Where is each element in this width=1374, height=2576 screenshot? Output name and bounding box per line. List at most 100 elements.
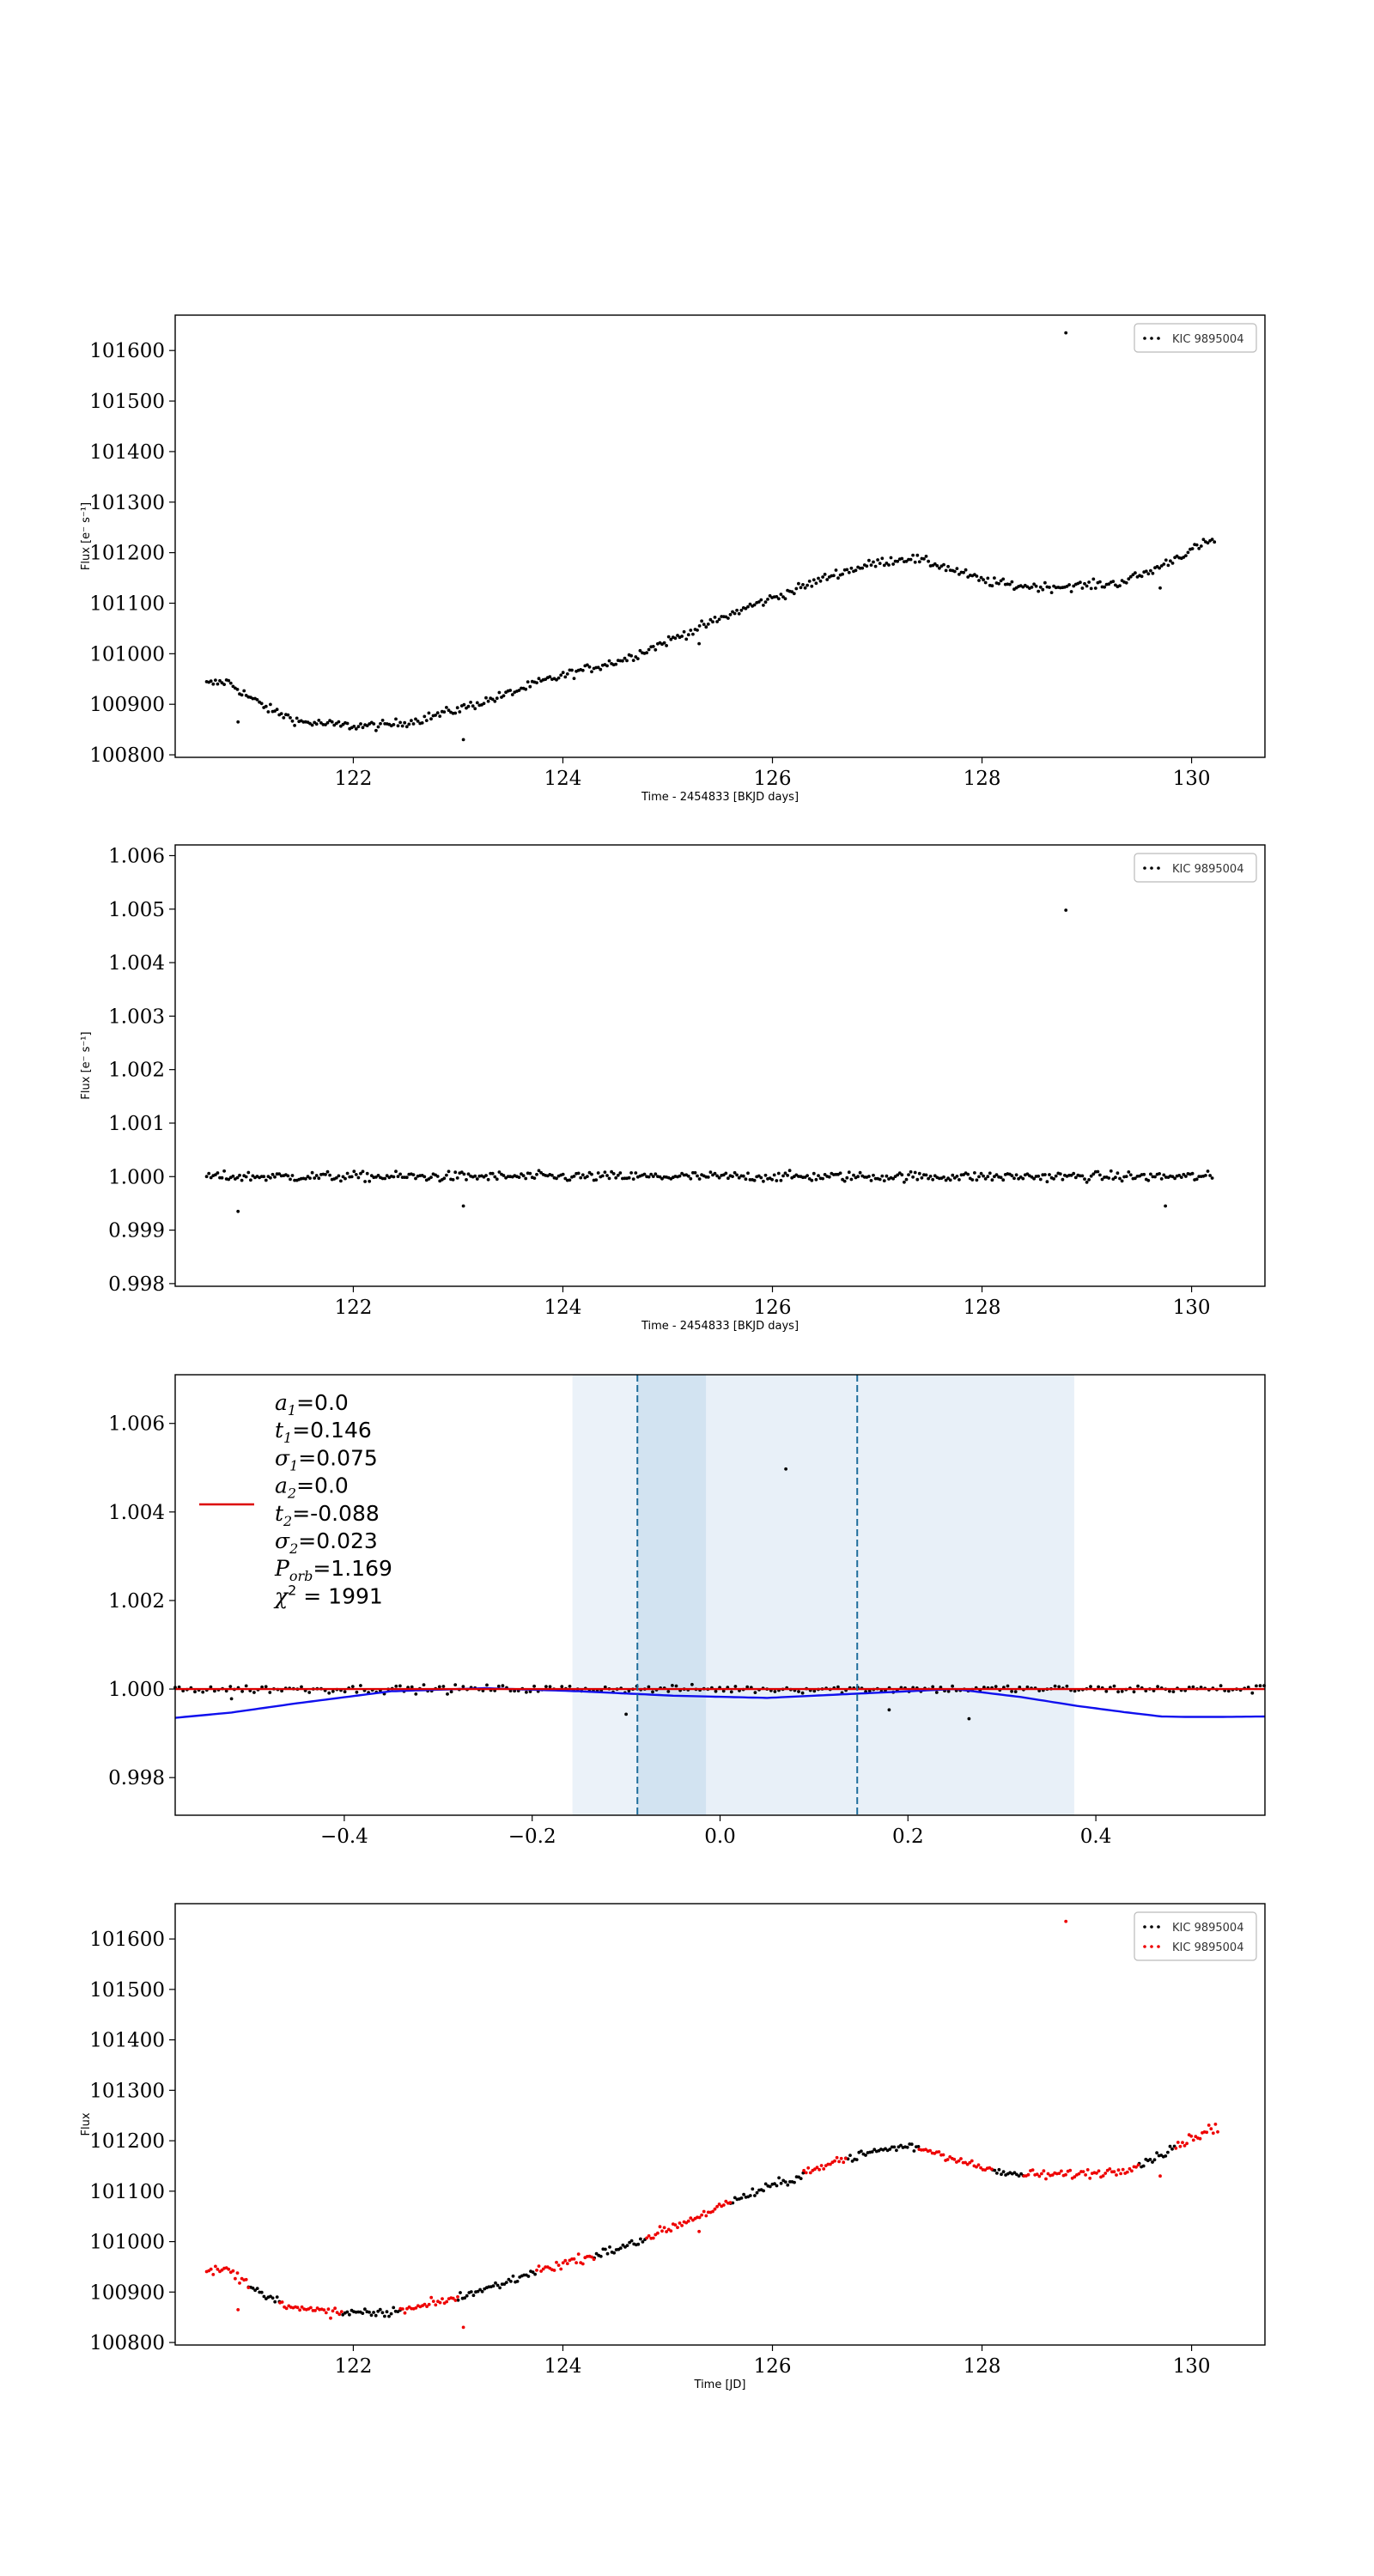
data-point xyxy=(356,1176,361,1180)
data-point xyxy=(927,559,930,563)
data-point xyxy=(801,583,805,586)
data-point xyxy=(759,1176,763,1180)
data-point xyxy=(775,1179,779,1182)
data-point xyxy=(1186,550,1190,555)
y-tick-label: 1.006 xyxy=(108,1413,165,1436)
data-point xyxy=(502,694,506,698)
data-point xyxy=(1001,1178,1006,1182)
data-point xyxy=(1116,1171,1120,1176)
data-point xyxy=(555,1176,558,1181)
data-point xyxy=(407,722,411,726)
y-tick-label: 101500 xyxy=(89,391,165,413)
data-point xyxy=(269,1176,272,1180)
data-point xyxy=(999,579,1003,583)
data-point xyxy=(1182,1172,1186,1176)
data-point xyxy=(1087,1178,1091,1182)
legend-marker xyxy=(1150,337,1153,340)
data-point xyxy=(878,562,882,565)
data-point xyxy=(818,2167,821,2172)
data-point xyxy=(829,2162,832,2166)
data-point xyxy=(975,2165,978,2169)
data-point xyxy=(548,1685,552,1689)
data-point xyxy=(892,2145,897,2149)
parameter-subscript: 1 xyxy=(288,1402,296,1419)
data-point xyxy=(803,586,807,590)
x-tick-label: 126 xyxy=(754,768,792,790)
x-tick-label: 130 xyxy=(1173,2355,1211,2378)
data-point xyxy=(581,668,585,672)
data-point xyxy=(497,1170,502,1174)
data-point xyxy=(369,2313,374,2318)
data-point xyxy=(507,2277,511,2281)
data-point xyxy=(737,1176,741,1180)
data-point xyxy=(779,1178,783,1182)
data-point xyxy=(1125,2170,1129,2174)
data-point xyxy=(651,2236,655,2240)
data-point xyxy=(277,1172,282,1176)
data-point xyxy=(590,670,593,674)
data-point xyxy=(885,562,889,565)
data-point xyxy=(594,2251,599,2256)
data-point xyxy=(623,656,627,660)
y-tick-label: 101300 xyxy=(89,492,165,514)
data-point xyxy=(995,2172,999,2175)
data-point xyxy=(376,2309,380,2313)
data-point xyxy=(1064,2172,1067,2177)
data-point xyxy=(259,2290,264,2294)
data-point xyxy=(610,1170,613,1174)
data-point xyxy=(227,1177,231,1182)
data-point xyxy=(334,721,338,726)
data-point xyxy=(1010,1174,1014,1178)
data-point xyxy=(244,1175,248,1179)
data-point xyxy=(575,2261,578,2265)
data-point xyxy=(804,2171,808,2175)
data-point xyxy=(344,1176,347,1181)
data-point xyxy=(887,563,891,567)
data-point xyxy=(689,1176,693,1181)
parameter-subscript: 2 xyxy=(287,1485,296,1502)
data-point xyxy=(957,2159,961,2163)
panel-1-legend: KIC 9895004 xyxy=(1134,323,1257,353)
data-point xyxy=(216,1171,220,1175)
data-point xyxy=(915,553,920,557)
data-point xyxy=(1019,2172,1023,2176)
data-point xyxy=(986,1175,990,1179)
data-point xyxy=(762,2189,765,2193)
data-point xyxy=(1213,540,1217,544)
data-point xyxy=(504,2281,508,2285)
data-point xyxy=(331,2309,335,2313)
data-point xyxy=(822,2167,826,2171)
data-point xyxy=(469,701,472,704)
data-point xyxy=(495,696,499,701)
data-point xyxy=(363,1180,367,1183)
data-point xyxy=(231,1174,235,1178)
data-point xyxy=(424,719,429,722)
data-point xyxy=(260,1685,264,1689)
data-point xyxy=(1041,587,1045,592)
data-point xyxy=(561,2261,565,2265)
data-point xyxy=(309,2306,313,2310)
data-point xyxy=(380,2311,385,2315)
data-point xyxy=(1057,2172,1061,2176)
data-point xyxy=(647,1175,651,1179)
data-point xyxy=(713,2207,717,2211)
data-point xyxy=(563,675,568,679)
data-point xyxy=(1191,2138,1195,2142)
y-tick-label: 0.998 xyxy=(108,1273,165,1296)
data-point xyxy=(787,1169,792,1173)
data-point xyxy=(445,2300,449,2304)
data-point xyxy=(739,2196,744,2200)
data-point xyxy=(888,2148,892,2151)
data-point xyxy=(1255,1684,1258,1688)
data-point xyxy=(731,1175,734,1178)
data-point xyxy=(451,2296,455,2300)
data-point xyxy=(702,623,706,626)
data-point xyxy=(501,1684,505,1688)
y-tick-label: 1.000 xyxy=(108,1166,165,1188)
data-point xyxy=(1032,1176,1036,1181)
data-point xyxy=(708,1170,713,1174)
data-point xyxy=(1091,1172,1096,1176)
data-point xyxy=(359,1171,362,1176)
data-point xyxy=(524,1176,528,1181)
data-point xyxy=(314,722,319,726)
